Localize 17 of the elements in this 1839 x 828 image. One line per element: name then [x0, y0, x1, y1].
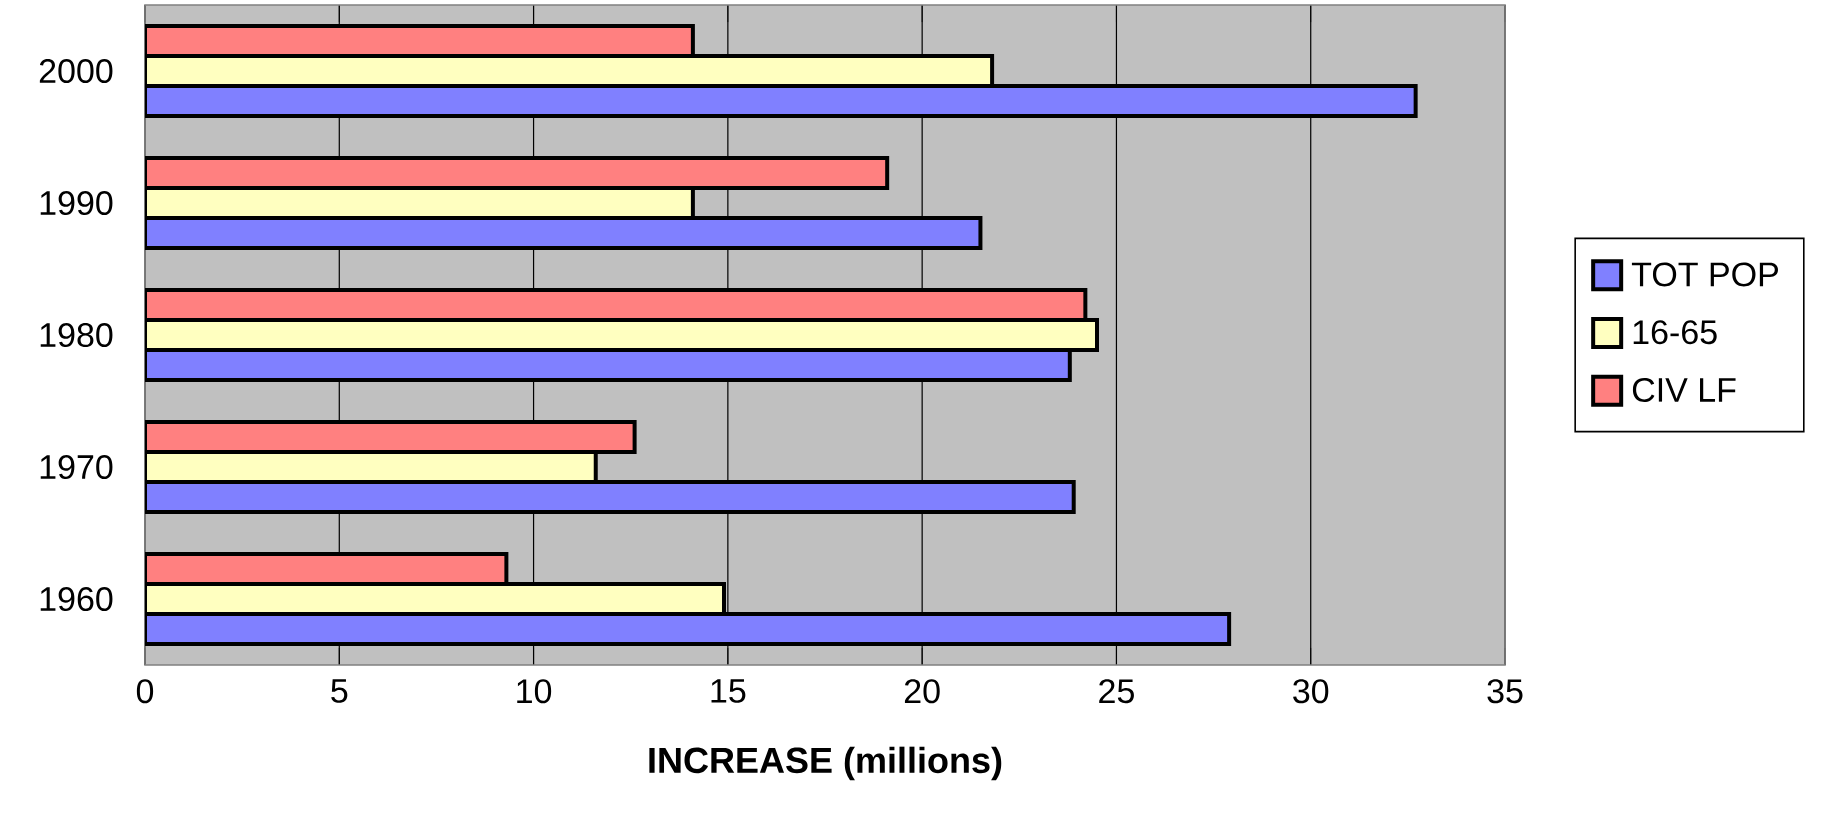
y-tick-label: 2000 [39, 59, 113, 84]
y-tick-label: 1970 [40, 455, 113, 480]
y-tick-label: 1990 [40, 191, 113, 216]
x-axis-title: INCREASE (millions) [649, 746, 1002, 781]
x-tick-label: 5 [331, 679, 348, 703]
legend-label: TOT POP [1631, 262, 1778, 287]
x-tick-label: 35 [1487, 679, 1523, 704]
y-tick-label: 1960 [40, 587, 113, 612]
x-tick-label: 25 [1099, 679, 1134, 704]
legend-label: CIV LF [1632, 377, 1736, 402]
x-tick-label: 15 [711, 679, 746, 703]
y-tick-label: 1980 [40, 323, 113, 348]
x-tick-label: 10 [517, 679, 552, 704]
legend-label: 16-65 [1633, 320, 1717, 345]
x-tick-label: 30 [1293, 679, 1329, 704]
x-tick-label: 0 [136, 679, 154, 704]
x-tick-label: 20 [904, 679, 940, 704]
